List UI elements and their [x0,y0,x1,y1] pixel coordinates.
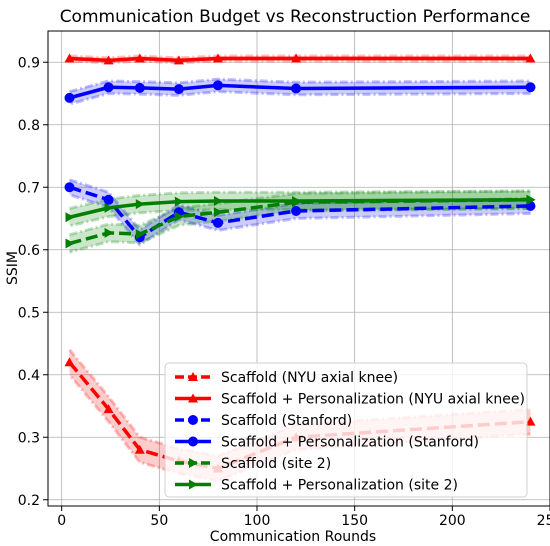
x-tick-label: 100 [244,513,271,529]
band-edge-scaffold-personalization-site-2 [69,189,531,210]
legend-label: Scaffold (site 2) [221,456,331,472]
marker-point [103,194,114,205]
marker-point [213,207,223,218]
marker-point [174,196,184,207]
marker-point [291,206,302,216]
marker-point [135,199,145,210]
legend-label: Scaffold (NYU axial knee) [221,370,398,386]
band-edge-scaffold-personalization-stanford [69,77,531,94]
marker-point [104,202,114,213]
marker-point [103,82,114,93]
y-tick-label: 0.9 [18,55,40,71]
legend-label: Scaffold + Personalization (Stanford) [221,435,479,451]
marker-point [188,393,198,403]
marker-point [188,372,198,381]
marker-point [525,53,536,63]
grid [48,31,550,506]
marker-point [64,182,75,193]
marker-point [212,80,223,91]
marker-point [65,212,75,223]
band-edge-scaffold-personalization-site-2 [69,207,531,228]
y-tick-label: 0.2 [18,493,40,509]
marker-point [64,53,75,63]
band-edge-scaffold-site-2 [69,207,531,254]
marker-point [173,84,184,95]
marker-point [212,217,223,228]
chart-title: Communication Budget vs Reconstruction P… [60,7,531,27]
legend-label: Scaffold (Stanford) [221,413,352,429]
series-markers [64,53,536,473]
marker-point [134,53,145,63]
marker-point [103,55,114,65]
y-tick-label: 0.3 [18,430,40,446]
band-edge-scaffold-personalization-stanford [69,90,531,106]
band-scaffold-site-2 [69,191,531,253]
x-tick-label: 150 [341,513,368,529]
marker-point [213,196,223,206]
x-tick-label: 50 [150,513,168,529]
x-axis-label: Communication Rounds [210,529,376,545]
marker-point [189,458,198,468]
marker-point [173,55,184,65]
y-tick-label: 0.8 [18,118,40,134]
marker-point [135,229,145,240]
plot-frame [47,30,550,507]
marker-point [525,82,536,93]
marker-point [188,415,198,425]
y-tick-label: 0.6 [18,243,40,259]
legend-label: Scaffold + Personalization (NYU axial kn… [221,392,525,408]
marker-point [134,82,145,93]
y-tick-label: 0.5 [18,305,40,321]
y-tick-label: 0.7 [18,180,40,196]
legend-label: Scaffold + Personalization (site 2) [221,478,458,494]
marker-point [189,479,198,490]
x-tick-label: 250 [537,513,550,529]
marker-point [134,444,145,454]
marker-point [188,436,198,447]
x-tick-label: 200 [439,513,466,529]
legend-box [164,362,528,498]
marker-point [65,238,75,249]
x-tick-label: 0 [57,513,66,529]
axis-ticks: 0 50 100 150 200 250 0.2 0.3 0.4 0.5 0.6 0.7 0.8 0.9 [18,55,550,529]
marker-point [64,92,75,103]
marker-point [291,53,302,63]
marker-point [525,416,536,426]
legend: Scaffold (NYU axial knee) Scaffold + Pers… [164,362,528,498]
y-axis-label: SSIM [5,251,21,285]
marker-point [292,196,302,206]
y-tick-label: 0.4 [18,368,40,384]
marker-point [103,404,114,414]
marker-point [64,357,75,367]
band-scaffold-personalization-stanford [69,79,531,105]
marker-point [291,83,302,94]
marker-point [526,194,536,205]
marker-point [104,227,114,238]
marker-point [174,211,184,222]
marker-point [212,53,223,63]
